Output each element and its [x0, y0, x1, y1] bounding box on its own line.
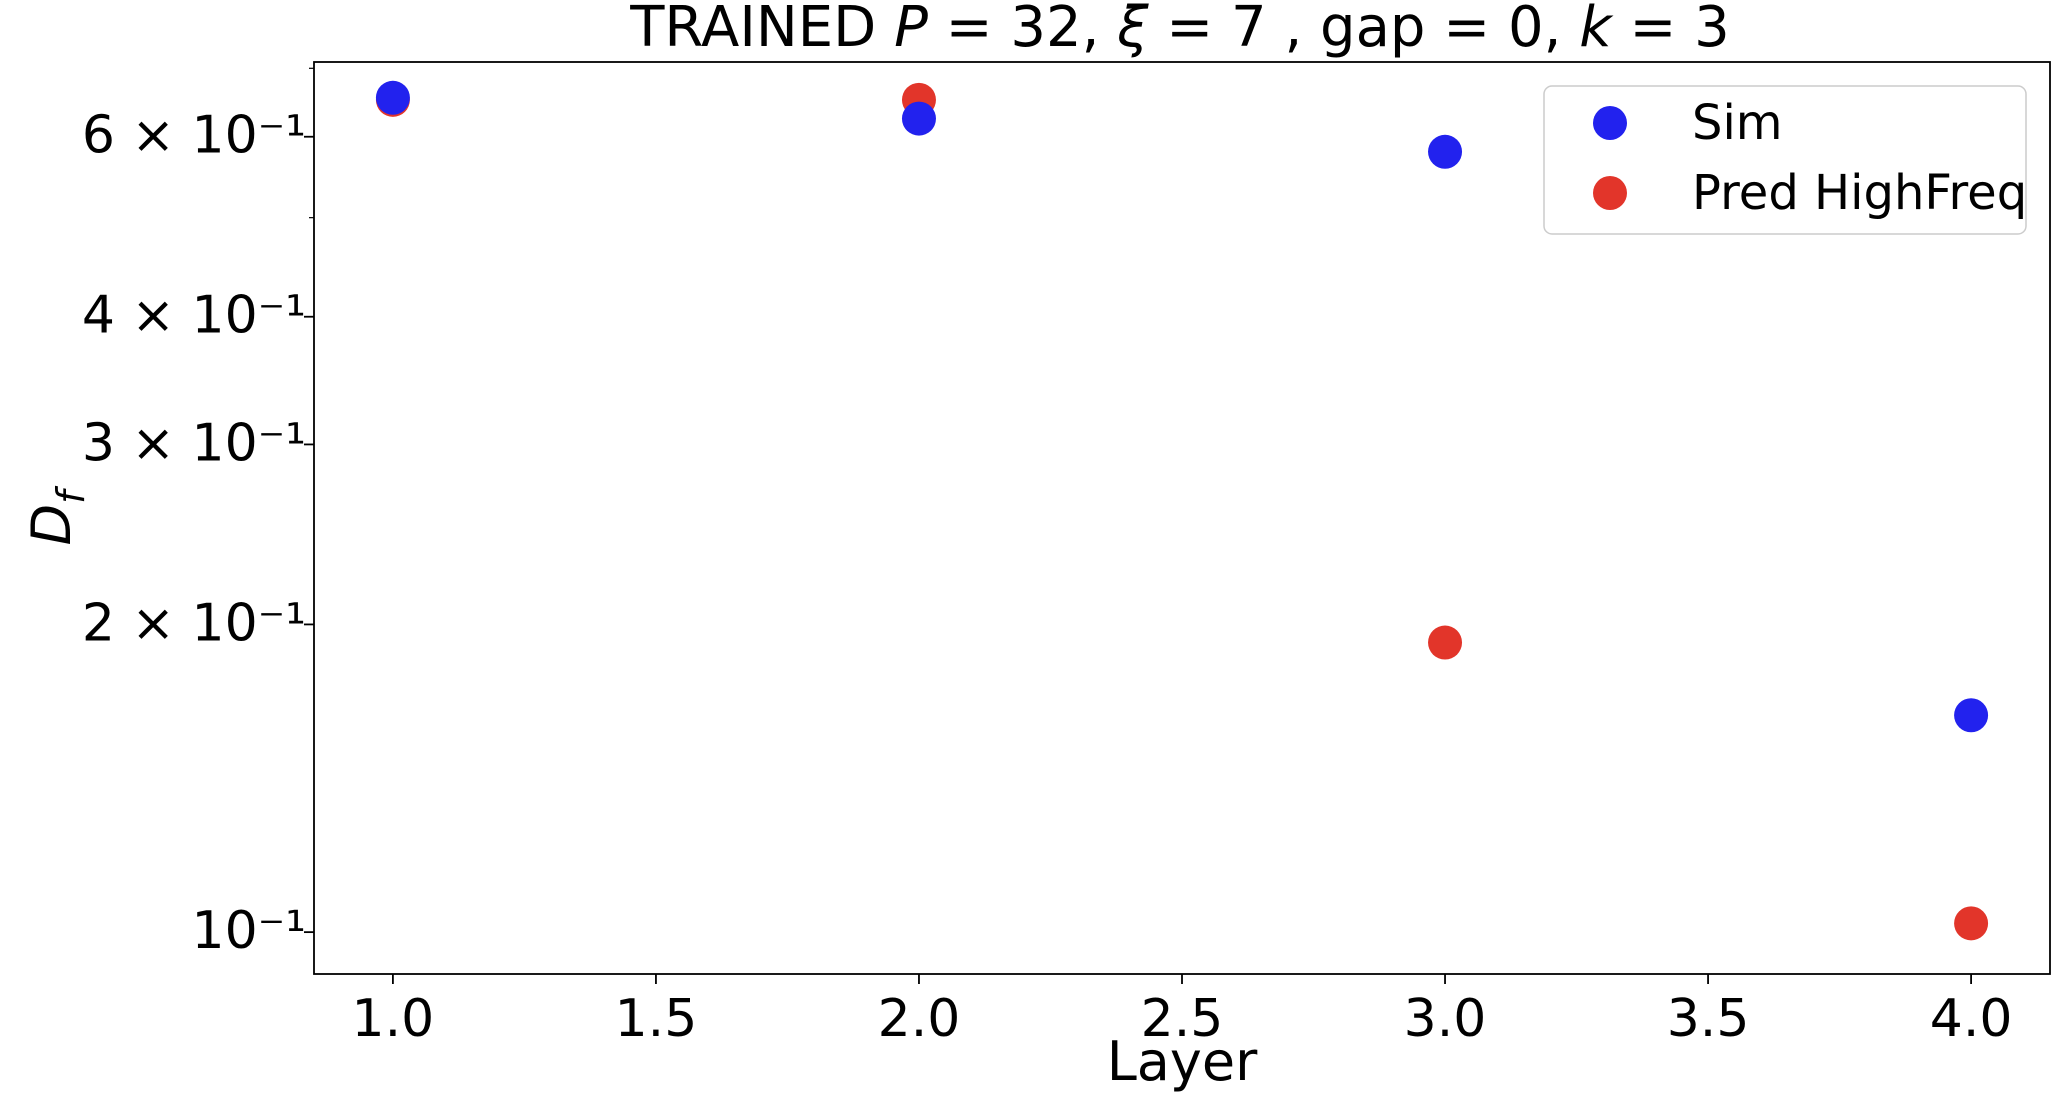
- chart-title: TRAINED P = 32, ξ = 7 , gap = 0, k = 3: [629, 0, 1730, 60]
- point-sim: [375, 80, 410, 115]
- y-axis-label: Df: [20, 485, 93, 546]
- point-sim: [1428, 134, 1463, 169]
- point-sim: [901, 101, 936, 136]
- y-tick-label: 6 × 10⁻¹: [82, 106, 306, 166]
- data-points: [375, 80, 1989, 941]
- point-pred-highfreq: [1428, 625, 1463, 660]
- x-axis-ticks: 1.0 1.5 2.0 2.5 3.0 3.5 4.0: [352, 974, 2013, 1049]
- x-tick-label: 2.0: [878, 989, 961, 1049]
- y-axis-ticks: 6 × 10⁻¹ 4 × 10⁻¹ 3 × 10⁻¹ 2 × 10⁻¹ 10⁻¹: [82, 67, 314, 961]
- point-pred-highfreq: [1954, 906, 1989, 941]
- legend-box: [1543, 85, 2027, 235]
- legend-marker-pred-highfreq: [1593, 176, 1627, 210]
- y-tick-label: 2 × 10⁻¹: [82, 593, 306, 653]
- legend-label-sim: Sim: [1692, 95, 1783, 151]
- legend: Sim Pred HighFreq: [1543, 85, 2027, 235]
- y-tick-label: 4 × 10⁻¹: [82, 286, 306, 346]
- point-sim: [1954, 698, 1989, 733]
- legend-marker-sim: [1593, 106, 1627, 140]
- x-tick-label: 1.5: [615, 989, 698, 1049]
- y-tick-label: 10⁻¹: [192, 901, 306, 961]
- x-tick-label: 4.0: [1930, 989, 2013, 1049]
- x-axis-label: Layer: [1107, 1030, 1258, 1093]
- x-tick-label: 3.0: [1404, 989, 1487, 1049]
- y-tick-label: 3 × 10⁻¹: [82, 413, 306, 473]
- x-tick-label: 3.5: [1667, 989, 1750, 1049]
- x-tick-label: 2.5: [1141, 989, 1224, 1049]
- x-tick-label: 1.0: [352, 989, 435, 1049]
- legend-label-pred-highfreq: Pred HighFreq: [1692, 165, 2027, 221]
